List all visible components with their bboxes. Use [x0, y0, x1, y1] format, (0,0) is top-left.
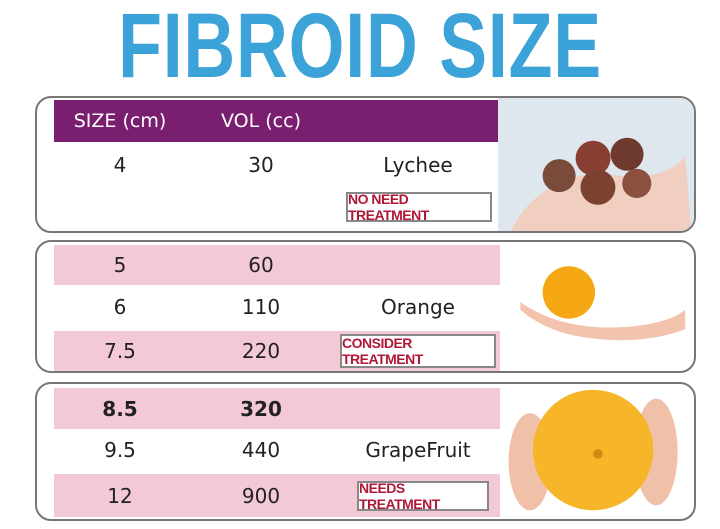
- grapefruit-in-hands-image: [508, 389, 678, 511]
- size-cell: 6: [113, 295, 127, 319]
- header-size: SIZE (cm): [73, 110, 167, 132]
- table-row: 5 60: [54, 245, 500, 285]
- table-row: 6 110 Orange: [54, 286, 500, 328]
- fruit-label: GrapeFruit: [365, 438, 471, 462]
- size-cell: 5: [113, 253, 127, 277]
- fruit-label: Orange: [381, 295, 455, 319]
- recommendation-badge: NO NEED TREATMENT: [346, 191, 492, 223]
- lychees-in-hand-image: [498, 98, 694, 231]
- size-cell: 7.5: [104, 339, 136, 363]
- header-volume: VOL (cc): [221, 110, 301, 132]
- panel-orange: 5 60 6 110 Orange 7.5 220 CONSIDER TREAT…: [35, 240, 696, 373]
- size-cell: 4: [113, 153, 127, 177]
- volume-cell: 110: [241, 295, 281, 319]
- size-cell: 8.5: [102, 396, 138, 421]
- table-row: 4 30 Lychee: [54, 144, 500, 186]
- volume-cell: 900: [241, 483, 281, 508]
- recommendation-badge: NEEDS TREATMENT: [357, 480, 489, 512]
- size-cell: 9.5: [104, 438, 136, 462]
- table-row: 8.5 320: [54, 388, 500, 429]
- volume-cell: 60: [248, 253, 274, 277]
- panel-grapefruit: 8.5 320 9.5 440 GrapeFruit 12 900 NEEDS …: [35, 382, 696, 521]
- volume-cell: 30: [248, 153, 274, 177]
- volume-cell: 440: [241, 438, 281, 462]
- size-cell: 12: [107, 483, 133, 508]
- fruit-label: Lychee: [383, 153, 453, 177]
- panel-lychee: SIZE (cm) VOL (cc) 4 30 Lychee NO NEED T…: [35, 96, 696, 233]
- table-row: 9.5 440 GrapeFruit: [54, 429, 500, 471]
- volume-cell: 220: [241, 339, 281, 363]
- table-header: SIZE (cm) VOL (cc): [54, 100, 500, 142]
- orange-in-hand-image: [520, 266, 686, 341]
- volume-cell: 320: [240, 396, 282, 421]
- page-title: FIBROID SIZE: [118, 0, 602, 97]
- recommendation-badge: CONSIDER TREATMENT: [340, 334, 496, 368]
